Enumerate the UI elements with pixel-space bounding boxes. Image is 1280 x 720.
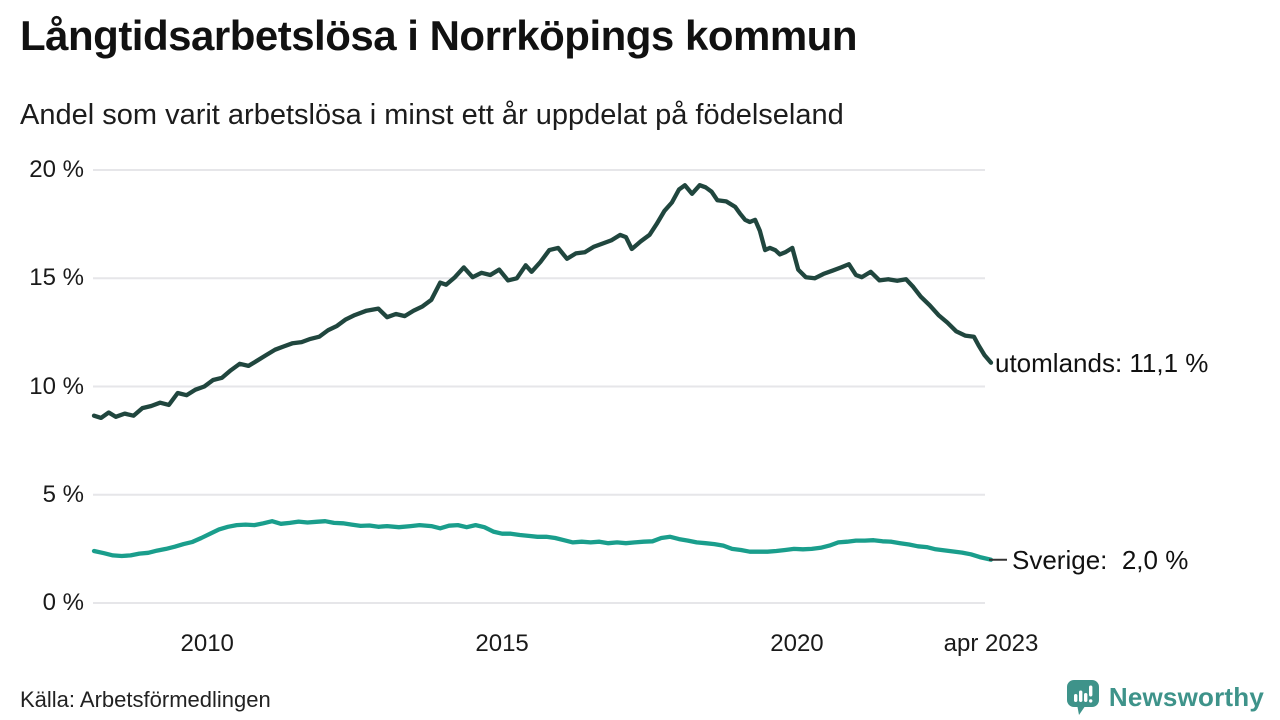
series-line-sverige (91, 519, 994, 562)
series-line-utomlands (91, 183, 994, 421)
x-tick-label: 2010 (180, 630, 234, 657)
x-tick-label: 2020 (770, 630, 824, 657)
chart-title: Långtidsarbetslösa i Norrköpings kommun (20, 12, 857, 59)
series-end-label-sverige: Sverige: 2,0 % (1012, 544, 1189, 575)
series-end-label-utomlands: utomlands: 11,1 % (995, 347, 1209, 378)
newsworthy-wordmark: Newsworthy (1108, 682, 1264, 712)
x-tick-label: apr 2023 (943, 630, 1039, 657)
chart-subtitle: Andel som varit arbetslösa i minst ett å… (20, 99, 844, 131)
y-tick-label: 5 % (42, 480, 84, 508)
newsworthy-icon (1066, 680, 1099, 715)
y-tick-label: 10 % (29, 372, 84, 400)
y-tick-label: 0 % (42, 589, 84, 616)
newsworthy-logo: Newsworthy (1066, 679, 1264, 716)
x-tick-label: 2015 (475, 630, 529, 657)
y-tick-label: 20 % (29, 156, 84, 183)
source-note: Källa: Arbetsförmedlingen (20, 687, 271, 712)
y-tick-label: 15 % (29, 264, 84, 292)
